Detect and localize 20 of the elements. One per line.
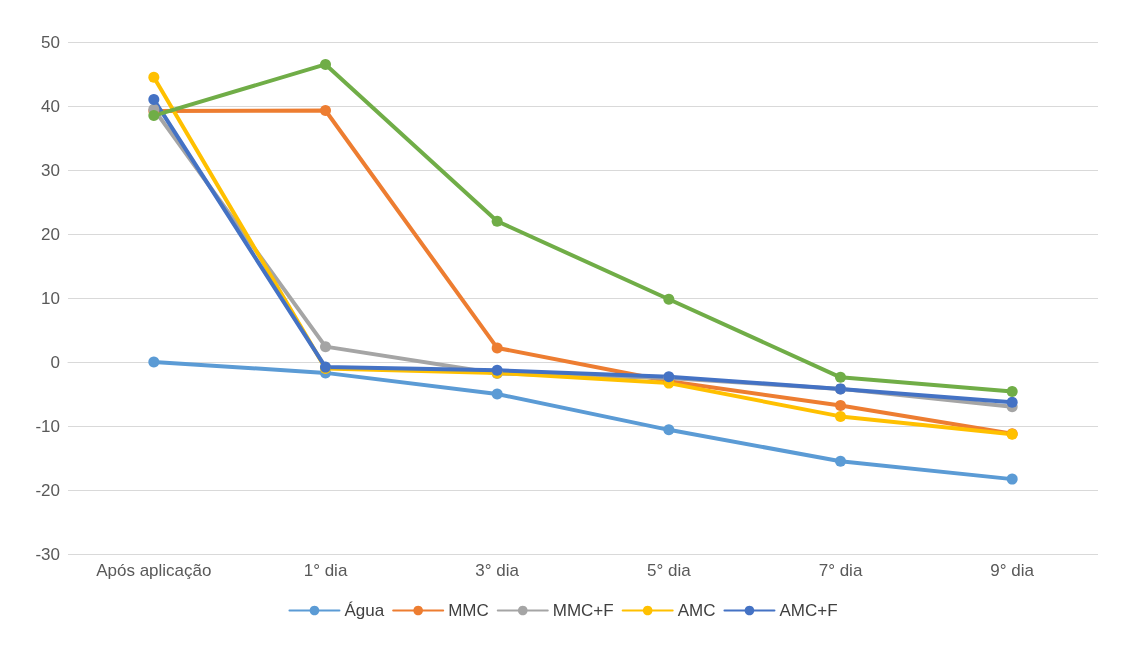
x-tick-label: Após aplicação	[96, 561, 212, 580]
y-tick-label: 20	[41, 224, 60, 244]
x-tick-label: 7° dia	[818, 561, 863, 580]
y-tick-label: -30	[35, 544, 60, 564]
x-tick-label: 9° dia	[990, 561, 1035, 580]
x-tick-label: 5° dia	[647, 561, 692, 580]
y-tick-label: 10	[41, 288, 60, 308]
y-tick-label: -10	[35, 416, 60, 436]
y-tick-label: 0	[50, 352, 60, 372]
legend-label: Água	[344, 601, 385, 620]
x-tick-label: 3° dia	[475, 561, 520, 580]
legend-label: AMC+F	[779, 601, 838, 620]
x-tick-label: 1° dia	[303, 561, 348, 580]
y-tick-label: 30	[41, 160, 60, 180]
y-tick-label: 40	[41, 96, 60, 116]
y-tick-label: -20	[35, 480, 60, 500]
legend-label: AMC	[677, 601, 716, 620]
legend-label: MMC	[448, 601, 489, 620]
legend-label: MMC+F	[552, 601, 614, 620]
y-tick-label: 50	[41, 32, 60, 52]
